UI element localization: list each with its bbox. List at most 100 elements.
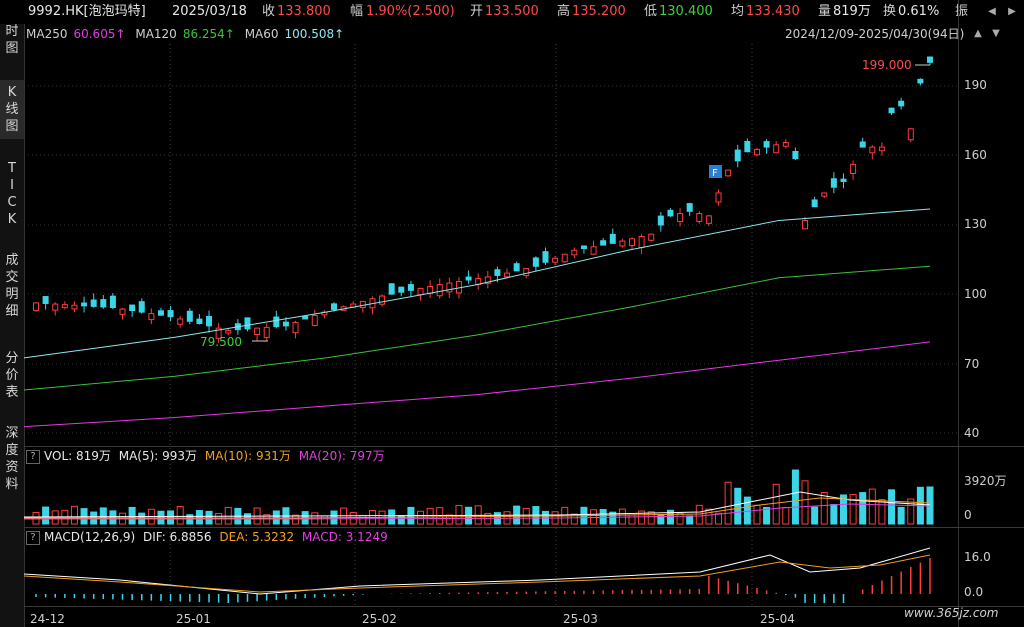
- help-icon[interactable]: ?: [26, 530, 40, 545]
- x-tick: 25-02: [362, 612, 397, 626]
- volume-bar: [638, 510, 646, 525]
- candle-body: [215, 327, 222, 339]
- candle-body: [331, 303, 337, 310]
- candle-body: [542, 251, 549, 263]
- candle-body: [186, 310, 193, 322]
- volume-bar: [455, 504, 463, 525]
- candle-body: [782, 142, 789, 147]
- volume-bar: [878, 499, 886, 525]
- volume-bar: [868, 488, 876, 525]
- candle-body: [417, 287, 424, 296]
- volume-bar: [907, 498, 915, 525]
- high-value: 135.200: [572, 4, 626, 19]
- candle-body: [532, 257, 539, 267]
- x-tick: 25-03: [563, 612, 598, 626]
- candle-body: [657, 215, 664, 226]
- next-arrow-icon[interactable]: ▶: [1008, 6, 1016, 17]
- candle-body: [513, 263, 520, 272]
- avg-label: 均: [731, 4, 745, 19]
- candle-body: [580, 245, 587, 250]
- ma120-value: 86.254↑: [182, 27, 235, 41]
- tab-kline-chart[interactable]: K 线 图: [0, 80, 24, 139]
- high-annotation: 199.000: [862, 58, 912, 72]
- candle-body: [61, 304, 68, 309]
- vol-ma10-line: [24, 497, 931, 519]
- volume-bar: [618, 508, 626, 525]
- candle-body: [600, 240, 607, 246]
- vol-ma10: MA(10): 931万: [204, 449, 291, 463]
- candle-body: [177, 318, 184, 325]
- volume-bar: [224, 506, 232, 525]
- volume-bar: [782, 507, 790, 525]
- price-tick: 100: [964, 287, 987, 301]
- volume-bar: [753, 504, 761, 525]
- price-tick: 190: [964, 78, 987, 92]
- candle-body: [71, 304, 78, 310]
- volume-bar: [743, 496, 751, 525]
- candle-body: [52, 303, 59, 311]
- candle-body: [667, 209, 674, 217]
- candle-body: [696, 213, 703, 222]
- macd-value: MACD: 3.1249: [301, 530, 388, 544]
- macd-title: MACD(12,26,9): [44, 530, 136, 544]
- volume-bar: [724, 481, 732, 525]
- low-annotation: 79.500: [200, 335, 242, 349]
- stock-symbol: 9992.HK[泡泡玛特]: [28, 4, 146, 19]
- volume-bar: [570, 513, 578, 525]
- candle-body: [398, 286, 405, 293]
- open-value: 133.500: [485, 4, 539, 19]
- vol-panel-header: ? VOL: 819万 MA(5): 993万 MA(10): 931万 MA(2…: [26, 447, 389, 465]
- candle-body: [705, 215, 712, 224]
- ma120-label: MA120: [135, 27, 177, 41]
- volume-bar: [426, 507, 434, 525]
- tab-trade-detail[interactable]: 成 交 明 细: [5, 253, 19, 319]
- ma250-label: MA250: [26, 27, 68, 41]
- quote-date: 2025/03/18: [172, 4, 247, 19]
- volume-bar: [70, 505, 78, 525]
- candle-body: [850, 163, 857, 174]
- candle-body: [302, 315, 309, 320]
- tab-tick[interactable]: T I C K: [7, 161, 17, 227]
- vol-tick-top: 3920万: [964, 474, 1007, 488]
- tab-price-table[interactable]: 分 价 表: [5, 351, 19, 400]
- candle-body: [821, 192, 828, 197]
- ma250-value: 60.605↑: [73, 27, 126, 41]
- candle-body: [734, 149, 741, 162]
- caret-up-icon[interactable]: ▲: [974, 28, 982, 39]
- tab-depth-info[interactable]: 深 度 资 料: [5, 426, 19, 492]
- vol-ma20: MA(20): 797万: [298, 449, 385, 463]
- volume-bar: [590, 509, 598, 525]
- ma60-value: 100.508↑: [284, 27, 345, 41]
- volume-bar: [772, 483, 780, 525]
- volume-bar: [359, 515, 367, 525]
- volume-bar: [849, 493, 857, 525]
- price-tick: 160: [964, 148, 987, 162]
- quote-header: 9992.HK[泡泡玛特] 2025/03/18 收 133.800 幅 1.9…: [0, 0, 1024, 24]
- candle-body: [206, 316, 213, 327]
- candle-body: [465, 276, 472, 281]
- vol-ma20-line: [24, 503, 931, 520]
- volume-bar: [109, 510, 117, 525]
- volume-bar: [349, 511, 357, 525]
- candle-body: [119, 308, 126, 315]
- panel-divider: [24, 527, 1024, 528]
- macd-dea-line: [23, 554, 931, 593]
- turnover-value: 0.61%: [898, 4, 940, 19]
- help-icon[interactable]: ?: [26, 449, 40, 464]
- close-label: 收: [262, 4, 276, 19]
- volume-bar: [311, 512, 319, 525]
- volume-bar: [686, 515, 694, 525]
- candle-body: [629, 238, 635, 247]
- prev-arrow-icon[interactable]: ◀: [988, 6, 996, 17]
- volume-bar: [897, 506, 905, 525]
- candle-body: [254, 327, 261, 335]
- volume-bar: [811, 506, 819, 525]
- caret-down-icon[interactable]: ▼: [992, 28, 1000, 39]
- flag-marker: [709, 165, 722, 178]
- candle-body: [225, 329, 232, 334]
- candle-body: [811, 199, 818, 208]
- candle-body: [907, 128, 914, 141]
- price-tick: 40: [964, 426, 980, 440]
- volume-bar: [676, 512, 684, 525]
